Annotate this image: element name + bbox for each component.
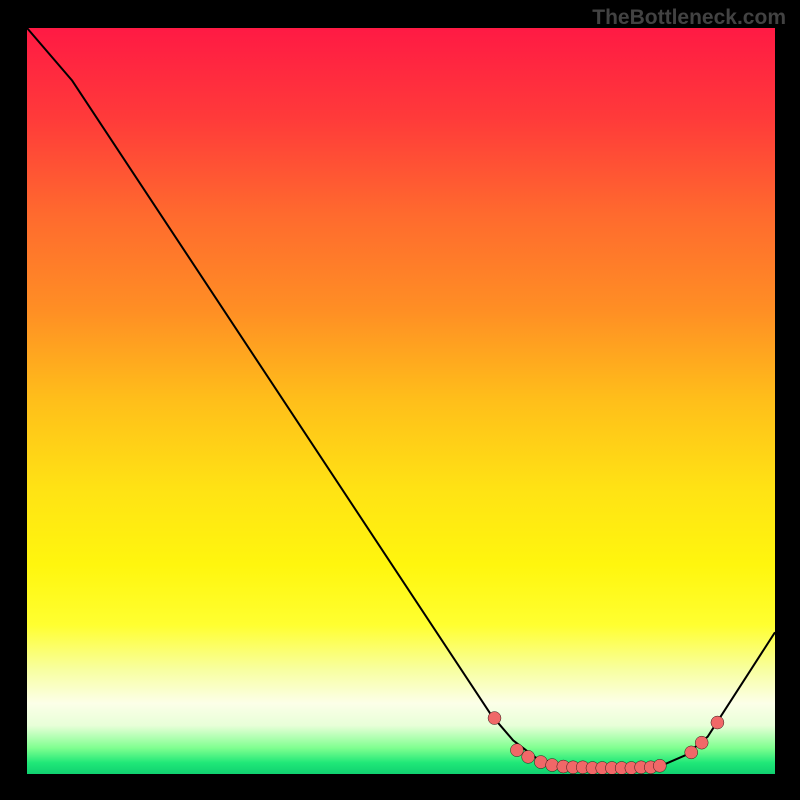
data-marker xyxy=(653,759,666,772)
data-marker xyxy=(685,746,698,759)
data-marker xyxy=(695,736,708,749)
data-marker xyxy=(546,759,559,772)
data-marker xyxy=(510,744,523,757)
chart-background xyxy=(27,28,775,774)
data-marker xyxy=(711,716,724,729)
data-marker xyxy=(488,712,501,725)
data-marker xyxy=(522,750,535,763)
chart-plot-area xyxy=(27,28,775,774)
data-marker xyxy=(534,756,547,769)
watermark-text: TheBottleneck.com xyxy=(592,6,786,30)
chart-svg xyxy=(27,28,775,774)
